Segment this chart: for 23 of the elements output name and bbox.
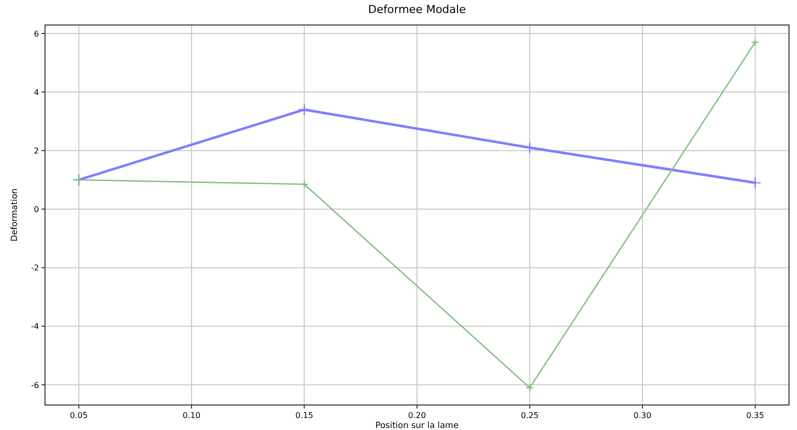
point bbox=[751, 38, 760, 46]
point bbox=[298, 104, 310, 116]
point bbox=[526, 384, 534, 392]
x-tick-label: 0.05 bbox=[70, 411, 88, 420]
x-tick-label: 0.25 bbox=[520, 411, 539, 420]
chart-title: Deformee Modale bbox=[368, 3, 466, 16]
y-tick-label: 2 bbox=[34, 146, 39, 156]
y-tick-label: -4 bbox=[31, 322, 39, 332]
x-tick-label: 0.35 bbox=[746, 411, 764, 420]
x-tick-label: 0.15 bbox=[295, 411, 314, 420]
point bbox=[300, 180, 308, 188]
x-axis-title: Position sur la lame bbox=[375, 421, 459, 430]
x-tick-label: 0.30 bbox=[634, 411, 652, 420]
x-tick-label: 0.20 bbox=[408, 411, 426, 420]
y-tick-label: 0 bbox=[34, 205, 39, 214]
point bbox=[524, 142, 536, 154]
point bbox=[749, 176, 762, 189]
y-tick-label: -6 bbox=[31, 380, 39, 390]
y-tick-label: 6 bbox=[34, 29, 39, 38]
y-tick-label: -2 bbox=[31, 264, 39, 273]
y-axis-title: Deformation bbox=[10, 188, 20, 242]
x-tick-label: 0.10 bbox=[182, 411, 200, 420]
y-tick-label: 4 bbox=[34, 88, 39, 98]
